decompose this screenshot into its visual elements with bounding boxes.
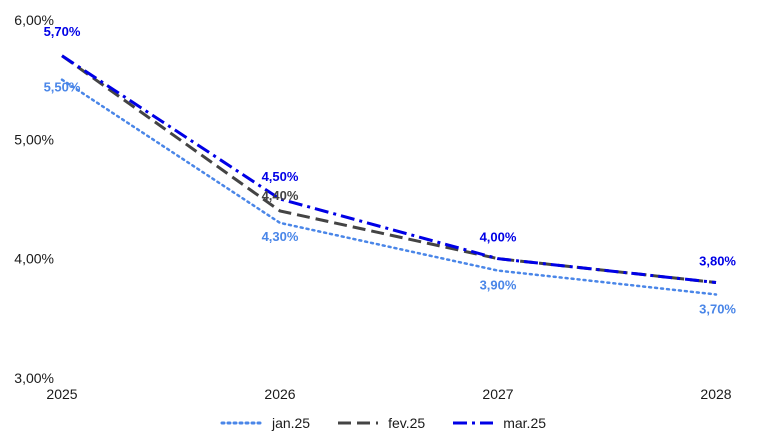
series-line-mar.25 <box>61 54 717 285</box>
data-label-mar.25: 4,50% <box>262 169 299 184</box>
y-tick-label: 6,00% <box>14 12 54 28</box>
x-tick-label: 2025 <box>46 386 77 402</box>
series-lines <box>60 54 718 296</box>
legend-item: fev.25 <box>336 415 425 431</box>
data-label-jan.25: 4,30% <box>262 229 299 244</box>
data-label-mar.25: 5,70% <box>44 24 81 39</box>
data-label-mar.25: 4,00% <box>480 230 517 245</box>
x-tick-label: 2027 <box>482 386 513 402</box>
x-tick-label: 2028 <box>700 386 731 402</box>
series-line-fev.25 <box>61 54 717 285</box>
legend-item: mar.25 <box>451 415 546 431</box>
legend: jan.25 fev.25 mar.25 <box>0 412 766 434</box>
y-tick-label: 3,00% <box>14 370 54 386</box>
data-label-jan.25: 3,70% <box>699 301 736 316</box>
data-label-jan.25: 5,50% <box>44 80 81 95</box>
data-labels: 5,50% 4,30% 3,90% 3,70% 4,40% 5,70% 4,50% 4,00%… <box>44 24 737 317</box>
data-label-mar.25: 3,80% <box>699 254 736 269</box>
x-tick-label: 2026 <box>264 386 295 402</box>
y-tick-label: 5,00% <box>14 131 54 147</box>
legend-label: mar.25 <box>503 415 547 431</box>
legend-swatch <box>453 421 494 425</box>
x-axis-ticks: 2025 2026 2027 2028 <box>46 386 731 402</box>
legend-label: jan.25 <box>271 415 311 431</box>
legend-swatch <box>338 421 379 425</box>
legend-item: jan.25 <box>220 415 310 431</box>
y-axis-ticks: 3,00% 4,00% 5,00% 6,00% <box>14 12 54 386</box>
legend-label: fev.25 <box>388 415 426 431</box>
data-label-fev.25: 4,40% <box>262 188 299 203</box>
y-tick-label: 4,00% <box>14 251 54 267</box>
data-label-jan.25: 3,90% <box>480 278 517 293</box>
series-line-jan.25 <box>60 78 718 296</box>
legend-swatch <box>220 421 264 425</box>
